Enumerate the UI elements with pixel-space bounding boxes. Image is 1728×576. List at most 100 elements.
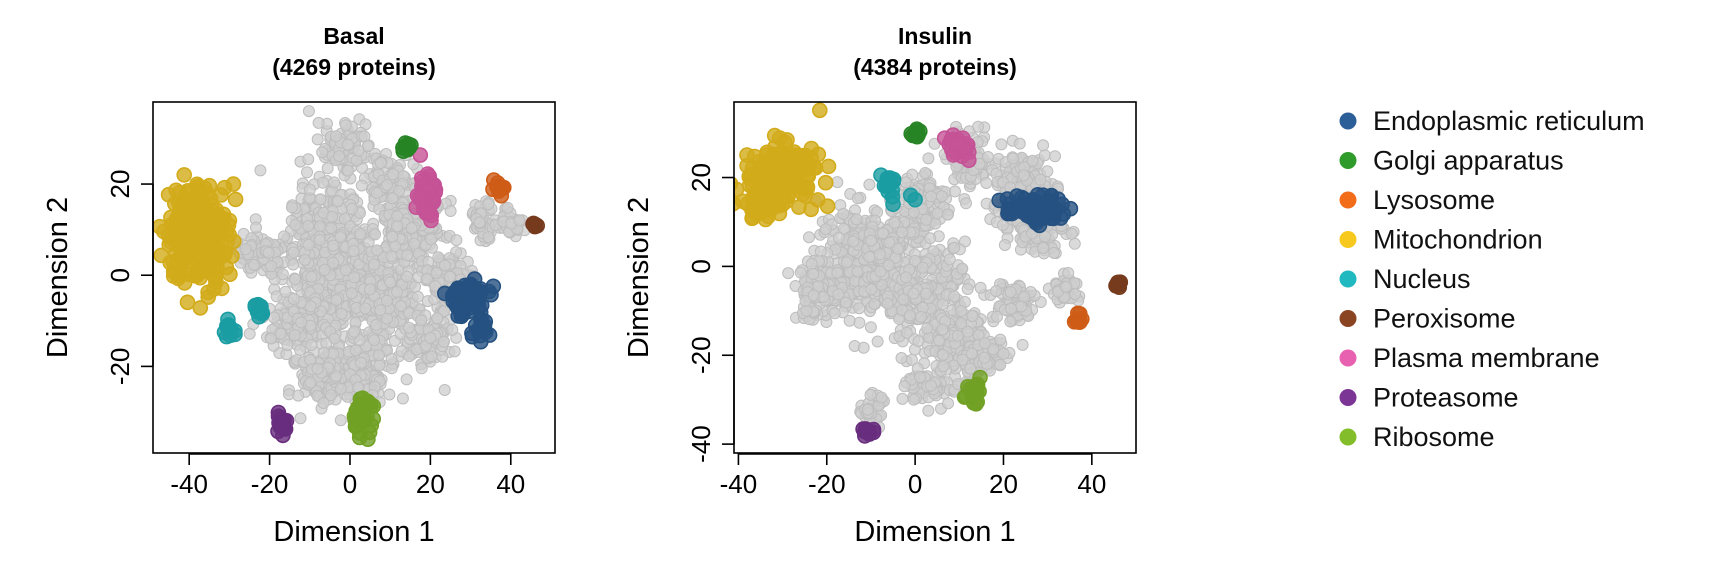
legend-item: Plasma membrane xyxy=(1339,343,1600,373)
chart-title: Insulin xyxy=(898,23,972,49)
data-point xyxy=(527,216,544,233)
y-tick-label: -40 xyxy=(686,425,716,463)
background-point xyxy=(828,307,841,320)
background-point xyxy=(254,164,267,177)
background-point xyxy=(330,370,343,383)
background-point xyxy=(359,302,372,315)
y-tick-label: 20 xyxy=(686,163,716,192)
x-axis-label: Dimension 1 xyxy=(854,516,1015,548)
background-point xyxy=(782,267,795,280)
background-point xyxy=(386,230,399,243)
legend-marker xyxy=(1339,152,1357,169)
background-point xyxy=(914,371,927,384)
series-endoplasmic-reticulum xyxy=(436,271,502,350)
legend-item: Mitochondrion xyxy=(1339,225,1543,255)
background-point xyxy=(865,234,877,247)
data-point xyxy=(1072,314,1088,330)
data-point xyxy=(196,196,213,213)
background-point xyxy=(339,119,352,132)
background-point xyxy=(339,264,352,277)
background-point xyxy=(274,327,287,340)
background-point xyxy=(265,260,278,273)
background-point xyxy=(937,360,950,373)
data-point xyxy=(960,152,977,168)
background-point xyxy=(1007,152,1020,165)
x-tick-label: 0 xyxy=(908,469,922,499)
data-point xyxy=(907,191,923,208)
background-point xyxy=(1005,302,1018,315)
background-point xyxy=(374,304,387,317)
data-point xyxy=(820,158,837,175)
background-point xyxy=(371,186,383,199)
background-point xyxy=(298,254,311,266)
background-point xyxy=(980,177,993,189)
background-point xyxy=(391,210,404,223)
data-point xyxy=(769,160,786,177)
data-point xyxy=(1062,200,1079,217)
background-point xyxy=(374,157,387,169)
background-point xyxy=(347,245,360,258)
background-point xyxy=(371,244,383,257)
background-point xyxy=(850,213,863,226)
data-point xyxy=(185,225,201,241)
y-axis: -40 -20 0 20 xyxy=(686,163,735,463)
background-point xyxy=(876,227,889,240)
background-point xyxy=(385,353,398,365)
background-point xyxy=(978,337,991,350)
background-point xyxy=(817,291,830,303)
background-point xyxy=(868,297,881,310)
background-point xyxy=(966,310,979,322)
background-point xyxy=(861,403,874,416)
background-point xyxy=(313,234,326,246)
data-point xyxy=(1009,188,1025,204)
insulin-panel: Insulin (4384 proteins) -40 -20 0 20 40 Dimensi… xyxy=(623,23,1137,548)
background-point xyxy=(900,326,913,339)
background-point xyxy=(972,120,985,133)
points-layer xyxy=(153,105,546,471)
background-point xyxy=(431,312,444,325)
data-point xyxy=(360,431,376,448)
background-point xyxy=(832,231,845,244)
y-tick-label: -20 xyxy=(686,336,716,374)
background-point xyxy=(919,287,932,300)
background-point xyxy=(444,205,457,217)
background-point xyxy=(424,233,437,246)
data-point xyxy=(173,200,189,217)
background-point xyxy=(294,344,306,356)
background-point xyxy=(896,226,909,239)
legend-label: Peroxisome xyxy=(1373,304,1516,334)
legend-item: Ribosome xyxy=(1339,422,1495,452)
background-point xyxy=(920,213,933,226)
series-peroxisome xyxy=(525,215,546,235)
background-point xyxy=(937,348,949,361)
background-point xyxy=(411,290,424,303)
legend-item: Endoplasmic reticulum xyxy=(1339,106,1645,136)
y-tick-label: 20 xyxy=(105,170,135,199)
background-point xyxy=(832,288,845,301)
data-point xyxy=(969,376,985,393)
background-point xyxy=(1065,227,1078,240)
series-ribosome xyxy=(346,390,382,448)
background-point xyxy=(421,272,433,285)
background-point xyxy=(473,216,486,229)
background-point xyxy=(805,257,818,270)
background-point xyxy=(265,332,277,345)
background-point xyxy=(931,207,944,220)
data-point xyxy=(201,177,218,194)
background-point xyxy=(321,162,334,175)
background-point xyxy=(301,166,313,179)
data-point xyxy=(270,423,286,440)
background-point xyxy=(450,234,463,247)
data-point xyxy=(453,305,470,322)
x-tick-label: 20 xyxy=(416,469,445,499)
background-point xyxy=(281,339,294,352)
background-point xyxy=(243,327,256,340)
background-point xyxy=(330,294,343,307)
data-point xyxy=(419,204,436,221)
background-point xyxy=(380,294,393,307)
background-point xyxy=(296,460,307,471)
data-point xyxy=(1015,204,1032,221)
series-peroxisome xyxy=(1108,274,1129,296)
background-point xyxy=(951,329,964,342)
background-point xyxy=(324,389,337,402)
